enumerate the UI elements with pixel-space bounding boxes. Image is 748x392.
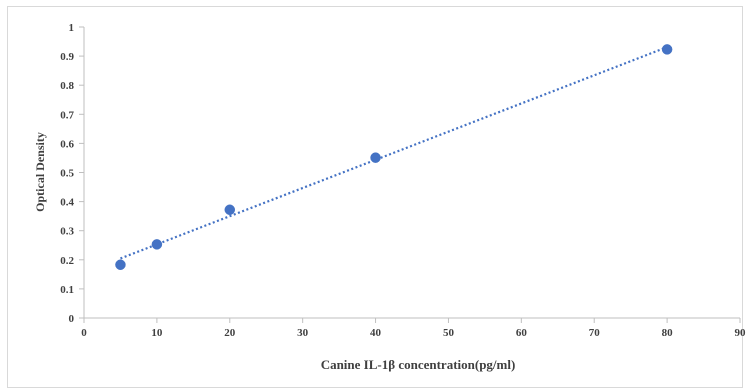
y-tick-label: 0.1 bbox=[60, 284, 74, 296]
data-point bbox=[661, 44, 673, 55]
x-tick-label: 30 bbox=[297, 327, 309, 339]
chart-frame bbox=[7, 6, 743, 388]
data-point bbox=[115, 259, 126, 270]
y-tick-label: 0.9 bbox=[60, 51, 74, 63]
y-tick-label: 0.6 bbox=[60, 138, 74, 150]
y-tick-label: 0.5 bbox=[60, 168, 74, 180]
x-tick-label: 70 bbox=[589, 327, 601, 339]
linear-trendline bbox=[120, 46, 668, 260]
y-tick-label: 0 bbox=[69, 313, 75, 325]
x-tick-label: 40 bbox=[370, 327, 382, 339]
y-tick-label: 0.4 bbox=[60, 197, 74, 209]
trendline bbox=[120, 46, 668, 260]
y-tick-label: 0.2 bbox=[60, 255, 74, 267]
axes bbox=[79, 26, 741, 323]
x-tick-label: 90 bbox=[735, 327, 747, 339]
x-tick-label: 60 bbox=[516, 327, 528, 339]
data-point bbox=[370, 152, 381, 163]
tick-labels: 0 10 20 30 40 50 60 70 80 90 0 0.1 0.2 0.3 0.4 0.5 0.6 0.… bbox=[60, 22, 746, 339]
data-point bbox=[224, 204, 236, 215]
x-tick-label: 0 bbox=[81, 327, 87, 339]
x-tick-label: 10 bbox=[151, 327, 163, 339]
y-tick-label: 0.7 bbox=[60, 109, 74, 121]
data-point bbox=[151, 239, 163, 250]
x-tick-label: 20 bbox=[224, 327, 236, 339]
x-tick-label: 80 bbox=[662, 327, 674, 339]
data-points bbox=[115, 44, 673, 270]
y-tick-label: 0.3 bbox=[60, 226, 74, 238]
x-tick-label: 50 bbox=[443, 327, 455, 339]
y-axis-title: Optical Density bbox=[33, 132, 47, 212]
x-axis-title: Canine IL-1β concentration(pg/ml) bbox=[321, 357, 516, 372]
y-tick-label: 0.8 bbox=[60, 80, 74, 92]
y-tick-label: 1 bbox=[69, 22, 75, 34]
